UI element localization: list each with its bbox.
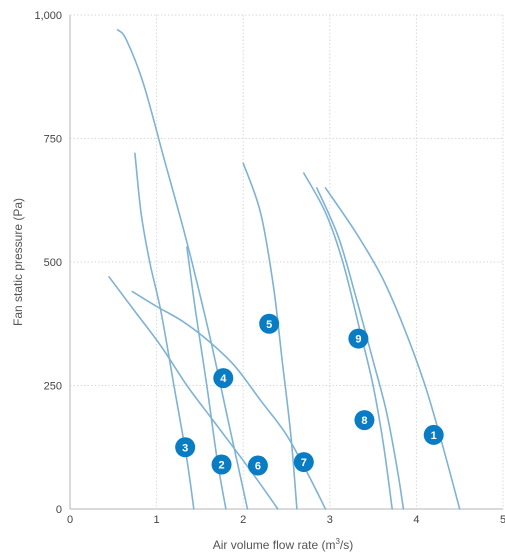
series-line-4: [242, 162, 298, 510]
marker-label: 8: [361, 415, 367, 427]
marker-circle: [175, 437, 196, 458]
curve-marker-5: 5: [259, 313, 280, 334]
y-tick-label: 1,000: [34, 10, 62, 22]
y-tick-label: 0: [56, 504, 62, 516]
x-tick-label: 2: [240, 514, 246, 526]
curve-marker-8: 8: [354, 410, 375, 431]
marker-circle: [247, 455, 268, 476]
x-tick-label: 5: [500, 514, 505, 526]
marker-label: 6: [255, 461, 261, 473]
marker-label: 1: [431, 430, 437, 442]
y-tick-label: 750: [44, 134, 62, 146]
curve-marker-6: 6: [247, 455, 268, 476]
marker-circle: [348, 328, 369, 349]
marker-label: 5: [266, 319, 272, 331]
series-line-1: [116, 29, 249, 510]
tick-labels: 0 1 2 3 4 5 0 250 500 750 1,000: [34, 10, 505, 526]
y-axis-title: Fan static pressure (Pa): [11, 198, 25, 326]
curve-marker-9: 9: [348, 328, 369, 349]
series-lines: [108, 29, 461, 510]
curve-marker-1: 1: [423, 424, 444, 445]
marker-label: 4: [220, 373, 227, 385]
curve-marker-3: 3: [175, 437, 196, 458]
marker-label: 2: [218, 460, 224, 472]
x-tick-label: 4: [413, 514, 419, 526]
curve-marker-4: 4: [213, 368, 234, 389]
x-tick-label: 1: [154, 514, 160, 526]
marker-circle: [293, 452, 314, 473]
marker-circle: [213, 368, 234, 389]
series-markers: 1 2 3 4 5 6 7 8 9: [175, 313, 444, 476]
marker-label: 9: [355, 334, 361, 346]
x-tick-label: 3: [327, 514, 333, 526]
series-line-6: [316, 187, 405, 510]
curve-marker-7: 7: [293, 452, 314, 473]
series-line-2: [134, 152, 195, 510]
series-line-9: [131, 290, 327, 510]
marker-circle: [354, 410, 375, 431]
y-tick-label: 250: [44, 381, 62, 393]
marker-circle: [259, 313, 280, 334]
curve-marker-2: 2: [211, 454, 232, 475]
series-line-7: [324, 187, 461, 510]
series-line-5: [303, 172, 393, 510]
y-tick-label: 500: [44, 257, 62, 269]
marker-label: 3: [182, 442, 188, 454]
marker-label: 7: [301, 457, 307, 469]
marker-circle: [423, 424, 444, 445]
x-axis-title: Air volume flow rate (m3/s): [213, 537, 354, 552]
series-line-8: [108, 276, 279, 510]
marker-circle: [211, 454, 232, 475]
grid: [69, 14, 504, 510]
x-tick-label: 0: [67, 514, 73, 526]
